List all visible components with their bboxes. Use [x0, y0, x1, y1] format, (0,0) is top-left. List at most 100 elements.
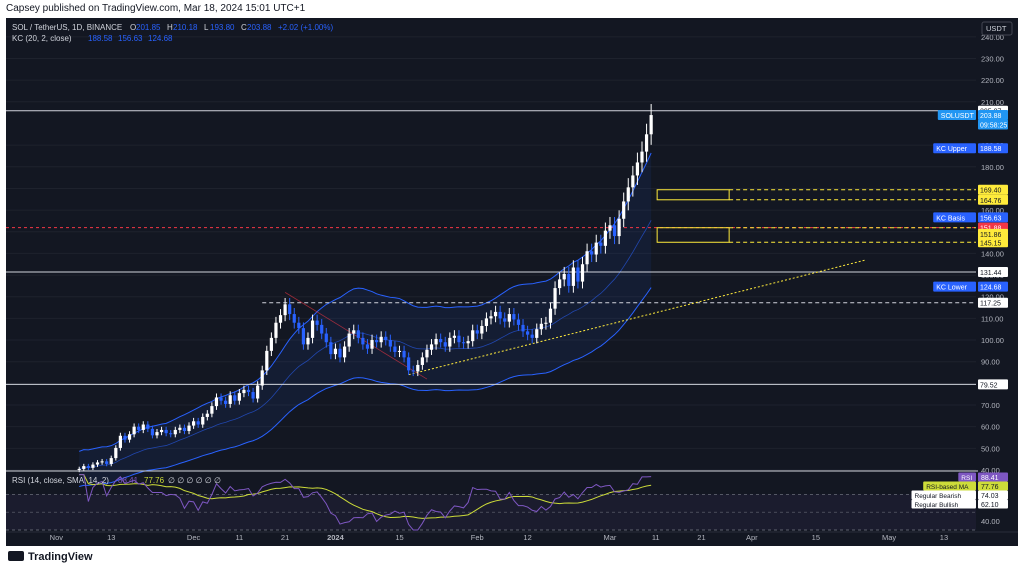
candle-body [493, 311, 498, 317]
candle-body [352, 330, 356, 334]
price-tag [978, 281, 1008, 292]
price-chart-svg[interactable]: 240.00230.00220.00210.00190.00180.00170.… [6, 18, 1018, 546]
rsi-tag-label-box [911, 499, 976, 509]
candle-body [278, 315, 283, 323]
candle-body [635, 162, 640, 176]
price-tag [978, 228, 1008, 239]
legend-ohlc-key: H [167, 23, 173, 32]
candle-body [310, 320, 315, 338]
candle-body [356, 330, 360, 338]
candle-body [169, 433, 173, 435]
price-tag [978, 110, 1008, 121]
price-tag-value: 156.63 [980, 215, 1002, 222]
candle-body [443, 342, 447, 347]
candle-body [265, 350, 269, 371]
candle-body [471, 330, 475, 342]
candle-body [173, 429, 177, 435]
price-tag-value: 188.58 [980, 146, 1002, 153]
currency-button[interactable] [981, 21, 1013, 36]
candle-body [425, 349, 429, 358]
candle-body [512, 314, 516, 320]
y-tick-label: 240.00 [981, 33, 1004, 42]
legend-change: +2.02 (+1.00%) [278, 23, 333, 32]
candle-body [297, 322, 301, 329]
candle-body [530, 334, 534, 338]
x-tick-label: Apr [746, 533, 758, 542]
y-tick-label: 90.00 [981, 358, 1000, 367]
candle-body [567, 273, 571, 286]
chart-area[interactable]: 240.00230.00220.00210.00190.00180.00170.… [6, 18, 1018, 546]
x-tick-label: Nov [50, 533, 64, 542]
kc-basis-line [79, 220, 652, 470]
candle-body [214, 397, 219, 407]
zone-box [656, 227, 730, 243]
candle-body [114, 447, 118, 459]
price-tag [978, 194, 1008, 205]
trendline-resistance [284, 292, 428, 380]
candle-body [242, 389, 246, 394]
y-tick-label: 40.00 [981, 466, 1000, 475]
rsi-tag [978, 499, 1008, 509]
candle-body [558, 279, 562, 289]
x-tick-label: 12 [523, 533, 531, 542]
candle-body [187, 425, 191, 432]
candle-body [333, 348, 338, 355]
price-tag [978, 297, 1008, 308]
candle-body [397, 350, 402, 352]
candle-body [182, 427, 187, 432]
candle-body [347, 333, 351, 347]
candle-body [137, 426, 141, 430]
kc-upper-line [79, 152, 652, 452]
price-tag-label: SOLUSDT [941, 113, 975, 120]
candle-body [246, 389, 251, 393]
rsi-tag-value: 74.03 [981, 493, 999, 500]
candle-body [379, 336, 383, 343]
candle-body [191, 421, 196, 426]
candle-body [576, 267, 580, 282]
candle-body [590, 251, 594, 255]
y-tick-label: 140.00 [981, 249, 1004, 258]
x-tick-label: Dec [187, 533, 201, 542]
price-tag-value: 203.88 [980, 113, 1002, 120]
rsi-tag-label-box [958, 472, 976, 482]
candle-body [498, 311, 502, 319]
candle-body [123, 435, 127, 440]
candle-body [224, 400, 228, 404]
candle-body [91, 464, 95, 468]
rsi-tick-label: 40.00 [981, 517, 1000, 526]
tradingview-logo[interactable]: TradingView [8, 551, 93, 563]
legend-kc-label: KC (20, 2, close) [12, 34, 72, 43]
candle-body [301, 328, 306, 345]
candle-body [644, 134, 649, 152]
candle-body [393, 346, 397, 352]
candle-body [544, 322, 548, 324]
candle-body [338, 348, 342, 358]
rsi-tag-label: Regular Bearish [915, 493, 962, 500]
candle-body [516, 319, 521, 325]
x-tick-label: Mar [604, 533, 617, 542]
candle-body [411, 370, 415, 372]
candle-body [461, 342, 466, 344]
legend-rsi-placeholders: ∅ ∅ ∅ ∅ ∅ ∅ [168, 476, 221, 485]
candle-body [585, 251, 589, 265]
candle-body [315, 320, 319, 325]
trendline-support [408, 259, 867, 376]
candle-body [434, 338, 438, 345]
candle-body [608, 225, 612, 231]
tradingview-logo-icon [8, 551, 24, 561]
legend-rsi-ma-value: 77.76 [144, 476, 165, 485]
price-tag-value: 131.44 [980, 270, 1002, 277]
legend-ohlc-key: C [241, 23, 247, 32]
price-tag-label: KC Upper [936, 146, 967, 153]
price-tag-label-box [933, 212, 976, 223]
price-tag-value: 124.68 [980, 285, 1002, 292]
candle-body [86, 466, 90, 468]
rsi-tag-label-box [923, 481, 976, 491]
candle-body [146, 424, 150, 429]
candle-body [127, 434, 132, 440]
candle-body [178, 427, 182, 430]
candle-body [452, 335, 456, 338]
rsi-tag-label: Regular Bullish [915, 502, 959, 509]
candle-body [132, 426, 136, 435]
legend-ohlc-value: 193.80 [210, 23, 235, 32]
